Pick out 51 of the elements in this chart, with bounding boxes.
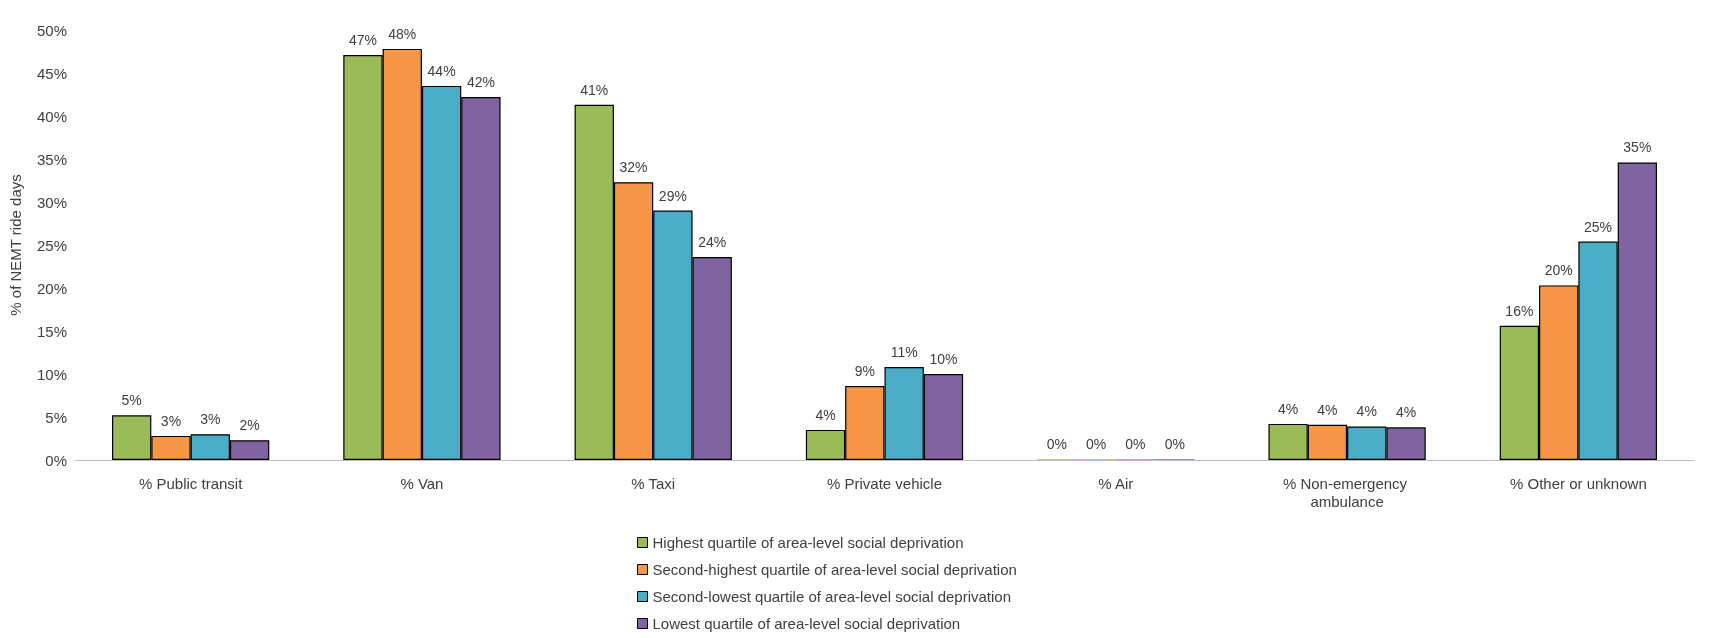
- x-tick-label: % Taxi: [631, 474, 676, 492]
- data-label: 4%: [1395, 404, 1417, 421]
- y-tick-label: 15%: [36, 322, 67, 340]
- y-tick-label: 45%: [36, 64, 67, 82]
- data-label: 10%: [929, 351, 958, 367]
- y-axis-title: % of NEMT ride days: [7, 174, 24, 316]
- data-label: 41%: [580, 81, 609, 98]
- data-label: 11%: [890, 344, 918, 361]
- data-label: 4%: [1317, 401, 1338, 418]
- y-tick-label: 20%: [36, 279, 67, 297]
- data-label: 0%: [1086, 436, 1107, 453]
- data-label: 2%: [239, 417, 260, 434]
- y-tick-label: 30%: [36, 193, 67, 211]
- y-tick-label: 50%: [36, 21, 67, 39]
- y-tick-label: 35%: [36, 150, 67, 168]
- y-tick-label: 0%: [45, 451, 67, 469]
- data-label: 0%: [1125, 436, 1146, 453]
- data-label: 32%: [619, 159, 648, 176]
- data-label: 3%: [160, 412, 182, 429]
- data-label: 3%: [200, 411, 221, 428]
- data-label: 24%: [698, 234, 727, 251]
- data-label: 0%: [1164, 436, 1185, 453]
- data-label: 44%: [427, 62, 456, 79]
- data-label: 9%: [854, 363, 875, 380]
- data-label: 42%: [466, 74, 495, 91]
- y-tick-label: 10%: [36, 365, 67, 383]
- data-label: 25%: [1584, 218, 1613, 235]
- data-label: 47%: [348, 31, 377, 48]
- data-label: 4%: [1277, 400, 1299, 417]
- x-tick-label: % Other or unknown: [1509, 474, 1647, 492]
- y-tick-label: 40%: [36, 107, 67, 125]
- x-tick-label: % Non-emergency ambulance: [1282, 474, 1412, 510]
- data-label: 29%: [658, 187, 687, 204]
- legend-label: Second-lowest quartile of area-level social deprivation: [652, 588, 1012, 605]
- data-label: 4%: [1356, 403, 1377, 420]
- data-label: 5%: [121, 392, 142, 409]
- data-label: 20%: [1544, 262, 1573, 279]
- data-label: 0%: [1046, 436, 1067, 453]
- x-tick-label: % Van: [400, 474, 444, 492]
- data-label: 4%: [815, 406, 836, 423]
- data-label: 35%: [1623, 139, 1652, 156]
- legend-label: Lowest quartile of area-level social deprivation: [652, 615, 961, 632]
- y-tick-label: 5%: [45, 408, 67, 426]
- data-label: 16%: [1505, 302, 1534, 319]
- x-tick-label: % Public transit: [138, 474, 244, 492]
- x-tick-label: % Air: [1098, 474, 1134, 492]
- x-tick-label: % Private vehicle: [826, 474, 943, 492]
- legend-label: Highest quartile of area-level social deprivation: [652, 534, 964, 551]
- y-tick-label: 25%: [36, 236, 67, 254]
- data-label: 48%: [388, 25, 417, 42]
- legend-label: Second-highest quartile of area-level social deprivation: [652, 561, 1017, 578]
